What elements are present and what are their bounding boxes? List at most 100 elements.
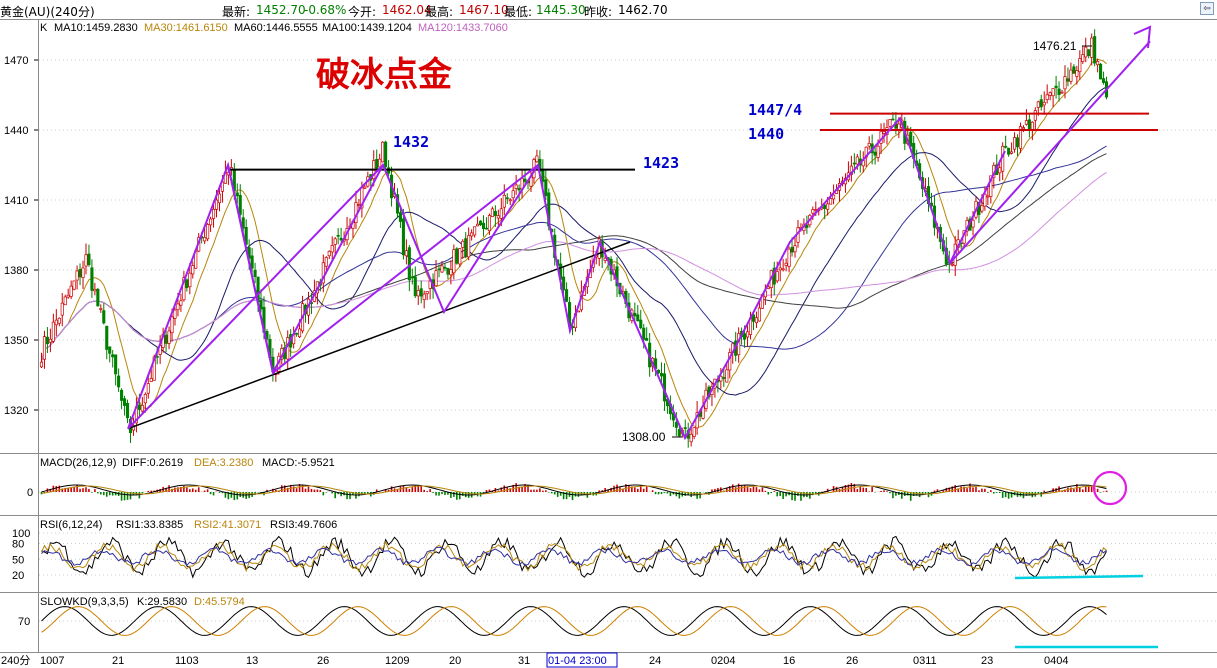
candle-body: [1033, 110, 1037, 121]
rsi3-line: [41, 546, 1107, 568]
candle-body: [48, 338, 52, 343]
candle-body: [96, 288, 100, 307]
candle-body: [45, 336, 49, 345]
candle-body: [467, 235, 471, 258]
candle-body: [775, 271, 779, 282]
candle-body: [449, 269, 453, 276]
prev-close-price: 1462.70: [618, 3, 668, 17]
low-price: 1445.30: [536, 3, 586, 17]
candle-body: [832, 194, 836, 200]
candle-body: [191, 265, 195, 275]
kd-d: D:45.5794: [194, 596, 245, 608]
open-label: 今开:: [348, 5, 377, 19]
x-tick-label: 24: [649, 655, 661, 667]
candle-body: [170, 316, 174, 334]
candle-body: [419, 288, 423, 297]
candle-body: [57, 317, 61, 324]
candle-body: [42, 336, 47, 360]
candle-body: [422, 293, 426, 300]
candle-body: [75, 270, 79, 281]
ma10-legend: MA10:1459.2830: [54, 22, 138, 34]
candle-body: [203, 237, 207, 242]
candle-body: [603, 257, 607, 261]
candle-body: [182, 277, 186, 301]
candle-body: [84, 254, 88, 267]
candle-body: [1090, 37, 1094, 58]
rsi-lines: [41, 535, 1107, 579]
candle-body: [125, 403, 130, 419]
candle-body: [1007, 147, 1011, 155]
candle-body: [363, 186, 367, 189]
candle-body: [692, 427, 696, 437]
candle-body: [167, 330, 171, 344]
candle-body: [250, 255, 254, 269]
restore-window-button[interactable]: ⇦: [1200, 2, 1214, 15]
candle-body: [1042, 102, 1046, 106]
y-tick-label: 1410: [4, 195, 28, 207]
candle-body: [876, 145, 880, 158]
change-percent: -0.68%: [304, 3, 347, 17]
candle-body: [93, 288, 97, 292]
candle-body: [333, 238, 337, 245]
candle-body: [1012, 137, 1017, 150]
rsi1-value: RSI1:33.8385: [116, 519, 183, 531]
candle-body: [404, 250, 408, 257]
low-label: 最低:: [504, 5, 533, 19]
candle-body: [1087, 49, 1091, 56]
annotation-1423: 1423: [643, 154, 679, 172]
candle-body: [811, 209, 815, 214]
candle-body: [645, 337, 649, 341]
y-tick-label: 1470: [4, 55, 28, 67]
candle-body: [78, 269, 82, 278]
candle-body: [1066, 78, 1070, 82]
candle-body: [238, 194, 242, 215]
candle-body: [179, 300, 183, 306]
annotation-1447: 1447/4: [748, 101, 802, 119]
macd-ytick-0: 0: [27, 487, 33, 499]
candle-body: [677, 429, 681, 437]
candle-body: [407, 247, 411, 281]
y-tick-label: 1320: [4, 405, 28, 417]
candle-body: [1060, 91, 1064, 94]
open-price: 1462.04: [382, 3, 432, 17]
candle-body: [339, 237, 343, 241]
high-price: 1467.10: [459, 3, 509, 17]
candle-body: [140, 404, 144, 412]
candle-body: [188, 272, 192, 288]
candle-body: [1024, 120, 1028, 125]
annotation-1432: 1432: [393, 133, 429, 151]
rsi-ytick: 50: [12, 554, 24, 566]
candle-body: [324, 257, 328, 267]
x-tick-label: 26: [846, 655, 858, 667]
candle-body: [823, 204, 827, 209]
kd-label: SLOWKD(9,3,3,5): [40, 596, 129, 608]
x-tick-label: 0404: [1044, 655, 1068, 667]
quote-bar: 黄金(AU)(240分) 最新: 1452.70 -0.68% 今开: 1462…: [0, 0, 1217, 19]
candle-body: [357, 204, 361, 206]
candle-body: [674, 421, 678, 428]
candle-body: [253, 269, 257, 278]
candle-body: [565, 289, 569, 302]
candle-body: [206, 224, 210, 240]
y-tick-label: 1440: [4, 125, 28, 137]
candle-body: [1057, 88, 1061, 95]
candle-body: [950, 263, 954, 266]
candle-body: [1051, 88, 1055, 97]
candle-body: [814, 209, 818, 211]
candle-body: [1078, 58, 1082, 73]
macd-label: MACD(26,12,9): [40, 457, 116, 469]
candle-body: [754, 317, 759, 324]
candle-body: [173, 309, 177, 319]
candle-body: [122, 398, 127, 406]
candle-body: [176, 303, 180, 311]
candle-body: [1021, 127, 1026, 130]
annotation-1440: 1440: [748, 125, 784, 143]
rsi1-line: [41, 535, 1107, 579]
candle-body: [873, 151, 877, 156]
candle-body: [212, 208, 216, 219]
x-axis-period: 240分: [1, 654, 30, 667]
candle-body: [63, 296, 67, 306]
candle-body: [1069, 69, 1073, 82]
candle-body: [499, 208, 503, 219]
